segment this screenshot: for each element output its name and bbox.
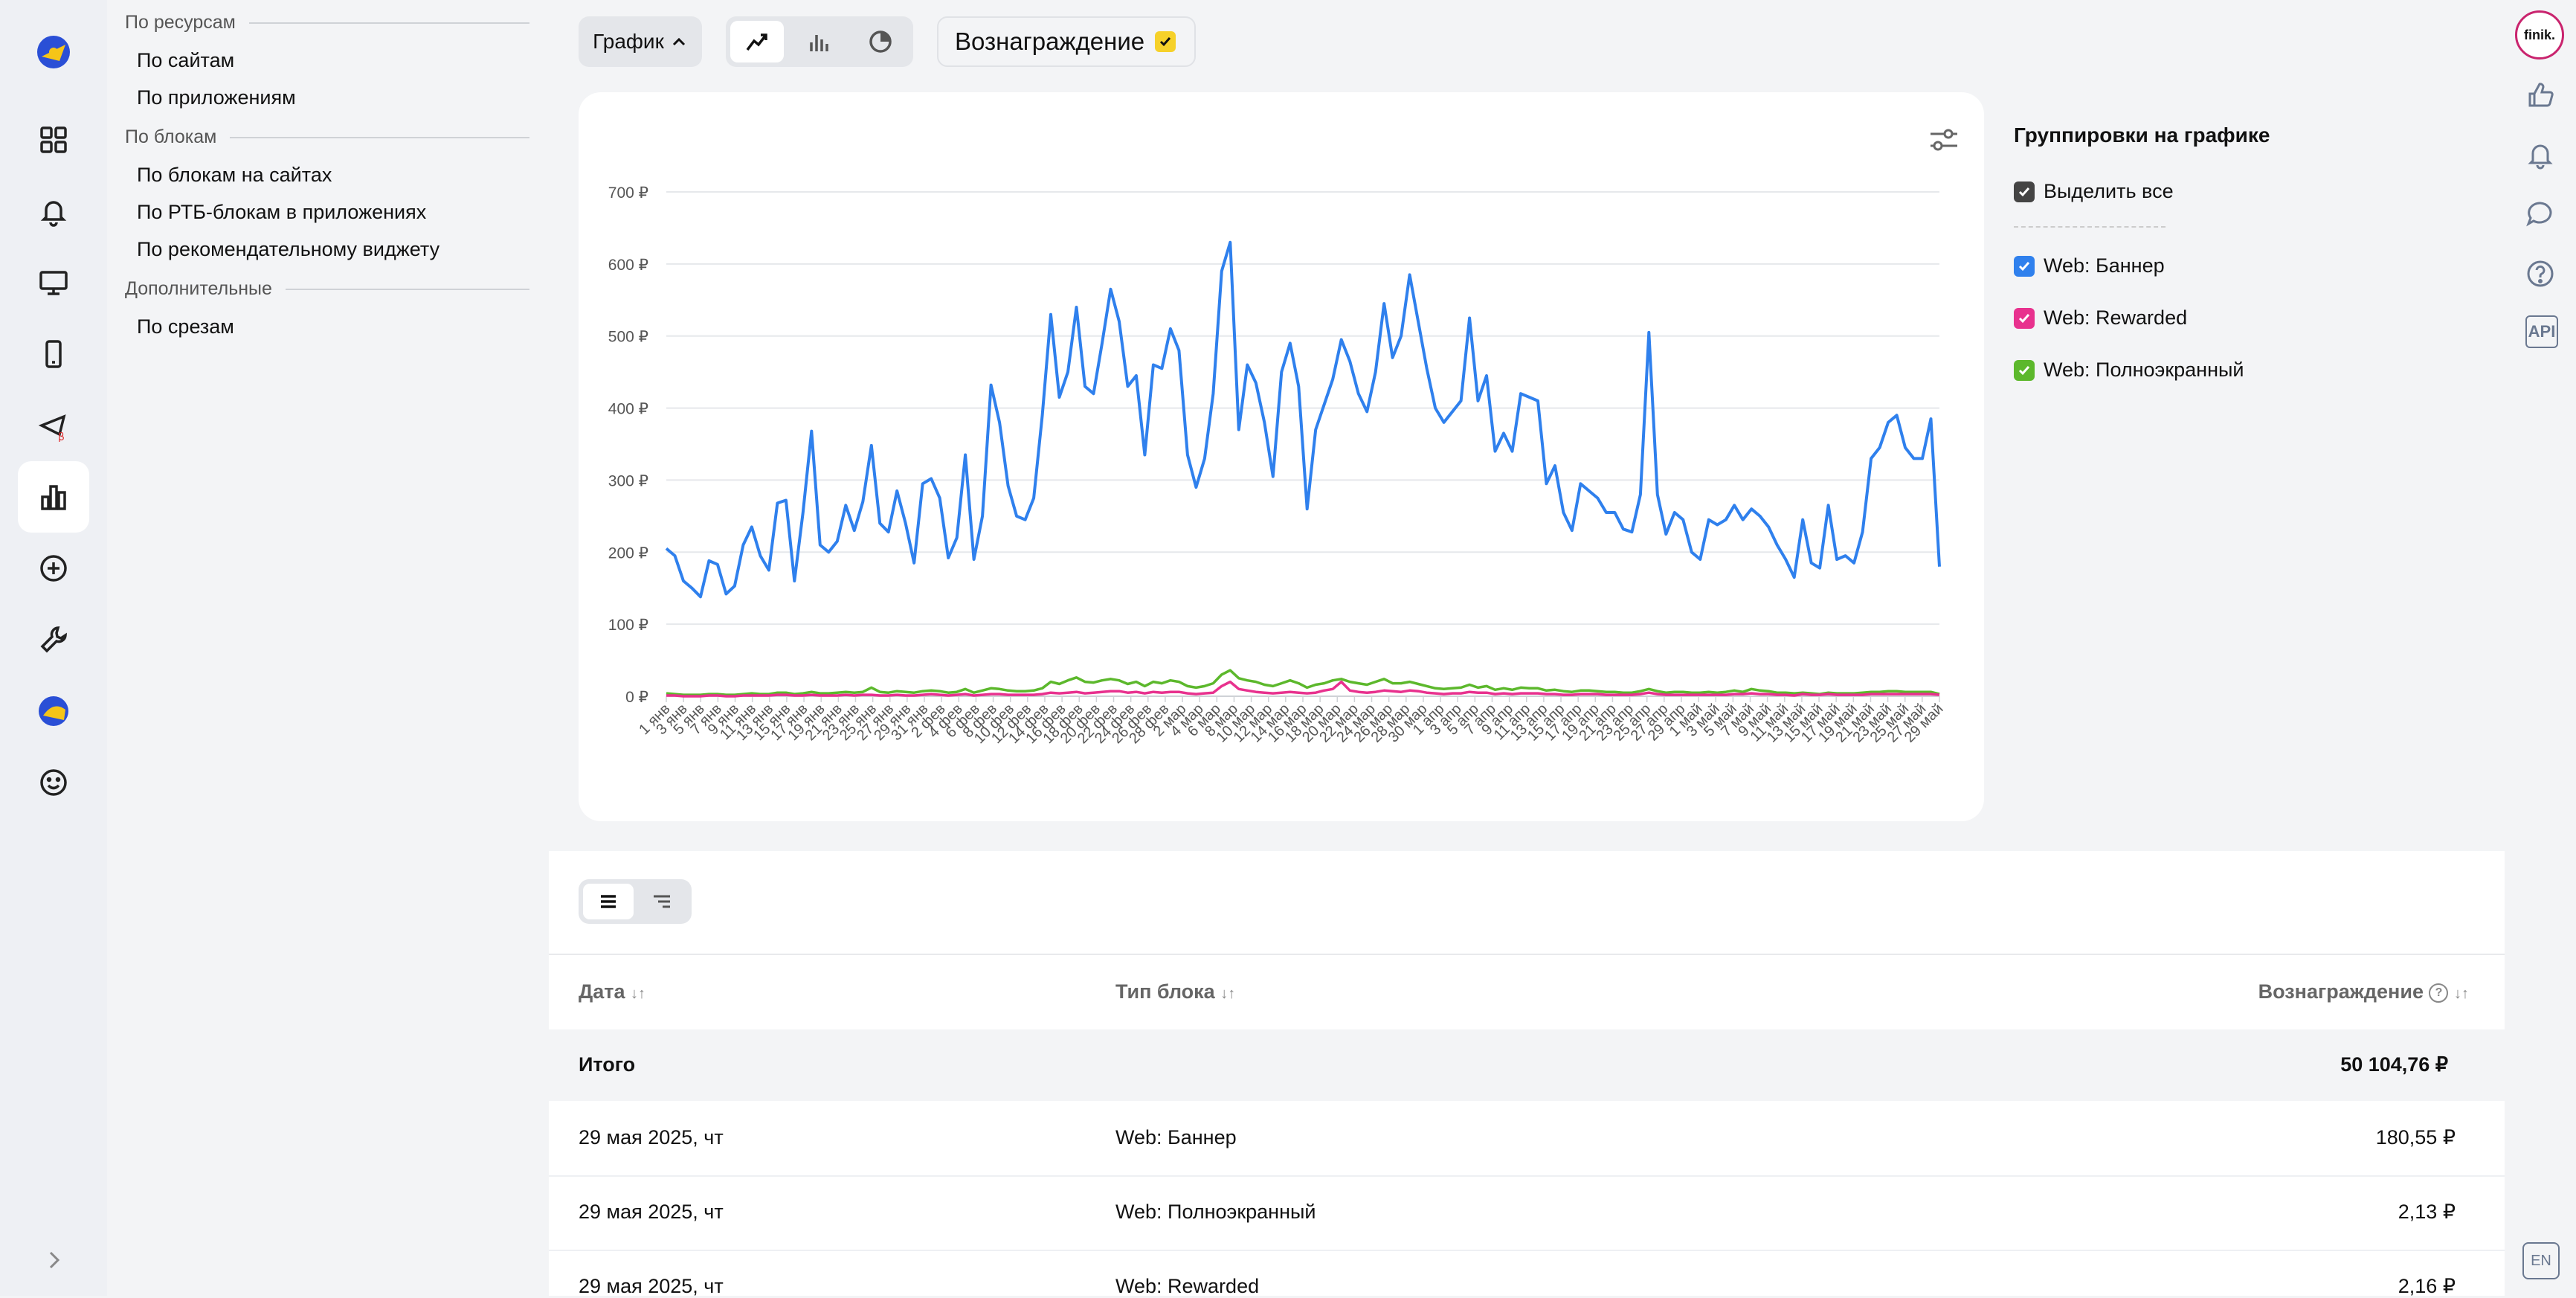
checkbox-checked-icon	[2014, 181, 2035, 202]
table-row[interactable]: 29 мая 2025, чт Web: Полноэкранный 2,13 …	[549, 1175, 2505, 1251]
section-additional: Дополнительные	[125, 278, 529, 300]
series-line-rewarded	[666, 680, 1940, 698]
series-line-banner	[665, 240, 1941, 599]
line-chart-icon[interactable]	[730, 21, 784, 62]
sort-icon: ↓↑	[631, 986, 646, 1002]
expand-chevron-icon[interactable]	[18, 1224, 89, 1296]
legend-divider	[2014, 226, 2166, 228]
legend-select-all[interactable]: Выделить все	[2014, 180, 2174, 203]
nav-by-slices[interactable]: По срезам	[137, 315, 234, 338]
api-button[interactable]: API	[2525, 315, 2558, 348]
cell-block-type: Web: Баннер	[1115, 1126, 1237, 1148]
y-tick-label: 500 ₽	[608, 329, 648, 346]
table-view-switch	[579, 879, 692, 924]
y-tick-label: 300 ₽	[608, 472, 648, 489]
y-tick-label: 400 ₽	[608, 401, 648, 418]
section-by-blocks: По блокам	[125, 126, 529, 148]
y-tick-label: 0 ₽	[625, 689, 648, 706]
table-row[interactable]: 29 мая 2025, чт Web: Rewarded 2,16 ₽	[549, 1250, 2505, 1297]
view-select-dropdown[interactable]: График	[579, 16, 702, 67]
chart-type-switch	[726, 16, 913, 67]
nav-by-recommendation-widget[interactable]: По рекомендательному виджету	[137, 238, 440, 260]
cell-reward: 180,55 ₽	[2375, 1126, 2456, 1148]
pie-chart-icon[interactable]	[854, 21, 907, 62]
total-value: 50 104,76 ₽	[2340, 1053, 2448, 1076]
cell-block-type: Web: Полноэкранный	[1115, 1201, 1316, 1223]
nav-by-rtb-app-blocks[interactable]: По РТБ-блокам в приложениях	[137, 201, 427, 223]
table-divider	[549, 954, 2505, 955]
report-table: Дата ↓↑ Тип блока ↓↑ Вознаграждение ? ↓↑…	[549, 851, 2505, 1297]
table-row[interactable]: 29 мая 2025, чт Web: Баннер 180,55 ₽	[549, 1101, 2505, 1177]
tree-list-icon[interactable]	[637, 884, 687, 919]
help-icon[interactable]	[2522, 256, 2558, 292]
language-switch-button[interactable]: EN	[2522, 1242, 2560, 1279]
bell-icon[interactable]	[2522, 137, 2558, 173]
cell-reward: 2,16 ₽	[2398, 1275, 2456, 1297]
series-line-fullscreen	[666, 669, 1940, 696]
cell-block-type: Web: Rewarded	[1115, 1275, 1260, 1297]
column-header-date[interactable]: Дата ↓↑	[579, 980, 646, 1003]
cell-reward: 2,13 ₽	[2398, 1201, 2456, 1223]
dashboard-icon[interactable]	[18, 104, 89, 176]
total-label: Итого	[579, 1053, 636, 1076]
flat-list-icon[interactable]	[583, 884, 634, 919]
cell-date: 29 мая 2025, чт	[579, 1126, 724, 1148]
y-tick-label: 700 ₽	[608, 184, 648, 202]
sort-icon: ↓↑	[2454, 986, 2469, 1002]
y-tick-label: 200 ₽	[608, 544, 648, 562]
statistics-icon[interactable]	[18, 461, 89, 533]
total-row: Итого 50 104,76 ₽	[549, 1029, 2505, 1101]
user-avatar[interactable]: finik.	[2515, 10, 2564, 60]
chevron-up-icon	[672, 37, 685, 46]
smile-icon[interactable]	[18, 747, 89, 818]
nav-by-site-blocks[interactable]: По блокам на сайтах	[137, 164, 332, 186]
column-header-reward[interactable]: Вознаграждение ? ↓↑	[2258, 980, 2469, 1003]
svg-text:β: β	[58, 431, 65, 442]
section-by-resources: По ресурсам	[125, 12, 529, 33]
y-tick-label: 100 ₽	[608, 617, 648, 634]
legend-item-fullscreen[interactable]: Web: Полноэкранный	[2014, 359, 2244, 382]
tools-icon[interactable]	[18, 604, 89, 675]
legend-title: Группировки на графике	[2014, 123, 2270, 147]
bar-chart-icon[interactable]	[793, 21, 846, 62]
partner-logo-icon[interactable]	[18, 675, 89, 747]
legend-item-rewarded[interactable]: Web: Rewarded	[2014, 306, 2187, 330]
desktop-icon[interactable]	[18, 247, 89, 318]
thumbs-up-icon[interactable]	[2522, 77, 2558, 113]
metric-select[interactable]: Вознаграждение	[937, 16, 1196, 67]
checkbox-checked-icon	[2014, 255, 2035, 277]
nav-by-sites[interactable]: По сайтам	[137, 49, 235, 71]
mobile-icon[interactable]	[18, 318, 89, 390]
right-utility-rail: finik. API EN	[2505, 0, 2576, 1296]
campaign-beta-icon[interactable]: β	[18, 390, 89, 461]
reward-line-chart: 0 ₽100 ₽200 ₽300 ₽400 ₽500 ₽600 ₽700 ₽1 …	[608, 184, 1947, 747]
y-tick-label: 600 ₽	[608, 257, 648, 274]
cell-date: 29 мая 2025, чт	[579, 1201, 724, 1223]
report-subnav: По ресурсам По сайтам По приложениям По …	[107, 0, 547, 1296]
column-header-block-type[interactable]: Тип блока ↓↑	[1115, 980, 1236, 1003]
check-icon	[1155, 31, 1176, 52]
sort-icon: ↓↑	[1220, 986, 1236, 1002]
chart-settings-icon[interactable]	[1926, 122, 1962, 158]
checkbox-checked-icon	[2014, 359, 2035, 381]
logo-icon[interactable]	[18, 16, 89, 88]
checkbox-checked-icon	[2014, 307, 2035, 329]
chat-icon[interactable]	[2522, 196, 2558, 232]
chart-card: 0 ₽100 ₽200 ₽300 ₽400 ₽500 ₽600 ₽700 ₽1 …	[579, 92, 1984, 821]
notifications-icon[interactable]	[18, 176, 89, 247]
legend-item-banner[interactable]: Web: Баннер	[2014, 254, 2165, 277]
cell-date: 29 мая 2025, чт	[579, 1275, 724, 1297]
help-icon[interactable]: ?	[2429, 983, 2449, 1003]
add-icon[interactable]	[18, 533, 89, 604]
main-nav-rail: β	[0, 0, 107, 1296]
nav-by-apps[interactable]: По приложениям	[137, 86, 296, 109]
